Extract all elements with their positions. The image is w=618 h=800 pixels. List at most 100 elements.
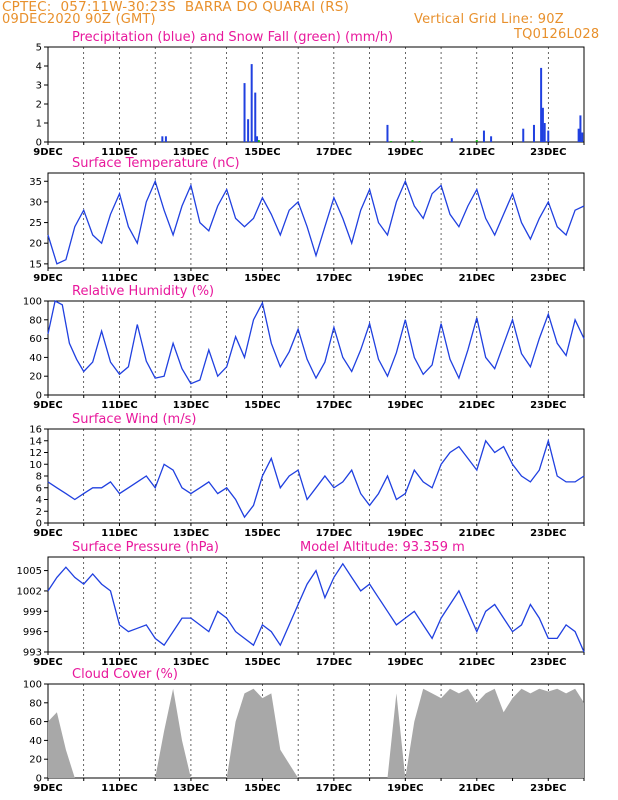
plot-frame (47, 46, 585, 143)
chart-panel-2: 9DEC 11DEC 13DEC 15DEC 17DEC 19DEC 21DEC 23DEC 1… (29, 156, 585, 284)
chart-annotation: Model Altitude: 93.359 m (300, 540, 465, 555)
x-tick-label: 23DEC (530, 528, 566, 539)
x-tick-label: 23DEC (530, 147, 566, 158)
precip-bar (490, 136, 493, 142)
snow-bar (411, 140, 414, 142)
x-tick-label: 19DEC (387, 657, 423, 668)
x-tick-label: 9DEC (33, 400, 62, 411)
precip-bar (386, 124, 389, 142)
x-tick-label: 13DEC (173, 528, 209, 539)
header-model-code: TQ0126L028 (514, 27, 600, 42)
chart-title: Surface Wind (m/s) (72, 412, 196, 427)
chart-panel-4: 9DEC 11DEC 13DEC 15DEC 17DEC 19DEC 21DEC 23DEC 0… (29, 412, 585, 539)
precip-bar (161, 136, 164, 142)
chart-title: Precipitation (blue) and Snow Fall (gree… (72, 30, 393, 45)
plot-frame (47, 428, 585, 524)
x-tick-label: 13DEC (173, 400, 209, 411)
chart-title: Relative Humidity (%) (72, 284, 214, 299)
plot-frame (47, 300, 585, 396)
y-tick-label: 20 (29, 239, 42, 250)
y-tick-label: 40 (29, 353, 42, 364)
x-tick-label: 19DEC (387, 783, 423, 794)
x-tick-label: 23DEC (530, 783, 566, 794)
x-tick-label: 19DEC (387, 528, 423, 539)
y-tick-label: 0 (36, 519, 42, 530)
snow-bar (475, 140, 478, 142)
precip-bar (540, 67, 543, 142)
x-tick-label: 17DEC (316, 400, 352, 411)
x-tick-label: 11DEC (101, 783, 137, 794)
y-tick-label: 6 (36, 483, 42, 494)
x-tick-label: 19DEC (387, 273, 423, 284)
series-line (47, 438, 585, 519)
series-line (47, 179, 585, 265)
x-tick-label: 21DEC (459, 657, 495, 668)
chart-panel-6: 9DEC 11DEC 13DEC 15DEC 17DEC 19DEC 21DEC 23DEC 0… (23, 667, 585, 794)
x-tick-label: 11DEC (101, 400, 137, 411)
cloud-cover-area (48, 688, 584, 778)
precip-bar (532, 124, 535, 142)
y-tick-label: 30 (29, 197, 42, 208)
x-tick-label: 21DEC (459, 528, 495, 539)
chart-title: Cloud Cover (%) (72, 667, 178, 682)
x-tick-label: 9DEC (33, 147, 62, 158)
y-tick-label: 14 (29, 436, 42, 447)
x-tick-label: 11DEC (101, 528, 137, 539)
x-tick-label: 23DEC (530, 273, 566, 284)
x-tick-label: 17DEC (316, 783, 352, 794)
x-tick-label: 9DEC (33, 657, 62, 668)
chart-panel-5: 9DEC 11DEC 13DEC 15DEC 17DEC 19DEC 21DEC 23DEC 9… (17, 540, 585, 668)
y-tick-label: 2 (36, 100, 42, 111)
y-tick-label: 16 (29, 425, 42, 436)
header-datetime: 09DEC2020 90Z (GMT) (2, 12, 156, 27)
y-tick-label: 1002 (17, 586, 42, 597)
chart-title: Surface Pressure (hPa) (72, 540, 219, 555)
x-tick-label: 15DEC (244, 273, 280, 284)
plot-frame (47, 172, 585, 269)
x-tick-label: 15DEC (244, 528, 280, 539)
y-tick-label: 25 (29, 218, 42, 229)
y-tick-label: 20 (29, 755, 42, 766)
y-tick-label: 35 (29, 177, 42, 188)
y-tick-label: 80 (29, 315, 42, 326)
y-tick-label: 1005 (17, 566, 42, 577)
y-tick-label: 12 (29, 448, 42, 459)
x-tick-label: 9DEC (33, 783, 62, 794)
y-tick-label: 8 (36, 472, 42, 483)
chart-title: Surface Temperature (nC) (72, 156, 240, 171)
snow-bar (257, 140, 260, 142)
y-tick-label: 60 (29, 334, 42, 345)
precip-bar (577, 128, 580, 142)
y-tick-label: 1 (36, 119, 42, 130)
x-tick-label: 23DEC (530, 400, 566, 411)
x-tick-label: 21DEC (459, 147, 495, 158)
x-tick-label: 11DEC (101, 657, 137, 668)
x-tick-label: 13DEC (173, 273, 209, 284)
chart-panel-3: 9DEC 11DEC 13DEC 15DEC 17DEC 19DEC 21DEC 23DEC 0… (23, 284, 585, 411)
y-tick-label: 0 (36, 774, 42, 785)
x-tick-label: 13DEC (173, 783, 209, 794)
precip-bar (256, 136, 259, 142)
x-tick-label: 15DEC (244, 783, 280, 794)
x-tick-label: 9DEC (33, 273, 62, 284)
y-tick-label: 0 (36, 391, 42, 402)
x-tick-label: 15DEC (244, 657, 280, 668)
precip-bar (254, 92, 257, 142)
x-tick-label: 17DEC (316, 273, 352, 284)
y-tick-label: 15 (29, 259, 42, 270)
precip-bar (250, 64, 253, 142)
y-tick-label: 60 (29, 717, 42, 728)
series-line (47, 562, 585, 653)
precip-bar (164, 136, 167, 142)
y-tick-label: 3 (36, 81, 42, 92)
x-tick-label: 21DEC (459, 783, 495, 794)
header-grid-line: Vertical Grid Line: 90Z (414, 12, 564, 27)
y-tick-label: 10 (29, 460, 42, 471)
precip-bar (450, 138, 453, 142)
precip-bar (581, 132, 584, 142)
chart-panel-1: 9DEC 11DEC 13DEC 15DEC 17DEC 19DEC 21DEC 23DEC 0… (33, 30, 585, 158)
precip-bar (243, 83, 246, 142)
y-tick-label: 20 (29, 372, 42, 383)
y-tick-label: 40 (29, 736, 42, 747)
